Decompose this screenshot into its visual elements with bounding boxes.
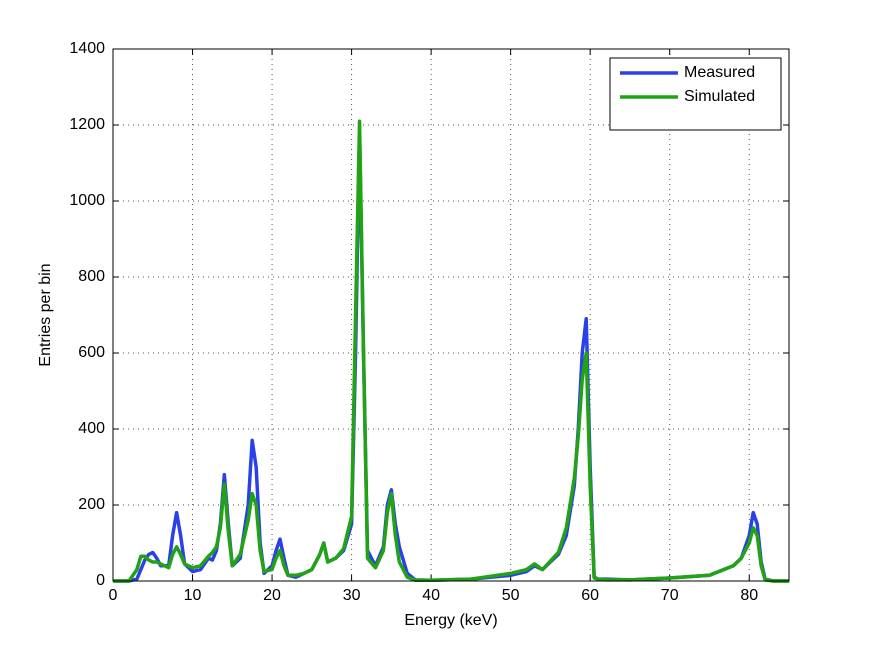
legend-box <box>609 57 782 131</box>
x-tick-label: 30 <box>343 587 361 604</box>
x-tick-label: 10 <box>184 587 202 604</box>
y-axis-label: Entries per bin <box>37 263 54 366</box>
legend-label: Measured <box>684 64 755 81</box>
data-line <box>113 119 789 583</box>
y-tick-label: 1000 <box>69 192 105 209</box>
legend-label: Simulated <box>684 88 755 105</box>
x-tick-label: 70 <box>661 587 679 604</box>
y-tick-label: 800 <box>78 268 105 285</box>
y-tick-label: 600 <box>78 344 105 361</box>
y-tick-label: 1400 <box>69 40 105 57</box>
x-tick-label: 0 <box>109 587 118 604</box>
plot-frame <box>112 48 790 582</box>
x-axis-label: Energy (keV) <box>404 612 497 629</box>
x-tick-label: 80 <box>740 587 758 604</box>
y-tick-label: 0 <box>96 572 105 589</box>
y-tick-label: 1200 <box>69 116 105 133</box>
x-tick-label: 60 <box>581 587 599 604</box>
y-tick-label: 400 <box>78 420 105 437</box>
x-tick-label: 40 <box>422 587 440 604</box>
x-tick-label: 20 <box>263 587 281 604</box>
x-tick-label: 50 <box>502 587 520 604</box>
y-tick-label: 200 <box>78 496 105 513</box>
